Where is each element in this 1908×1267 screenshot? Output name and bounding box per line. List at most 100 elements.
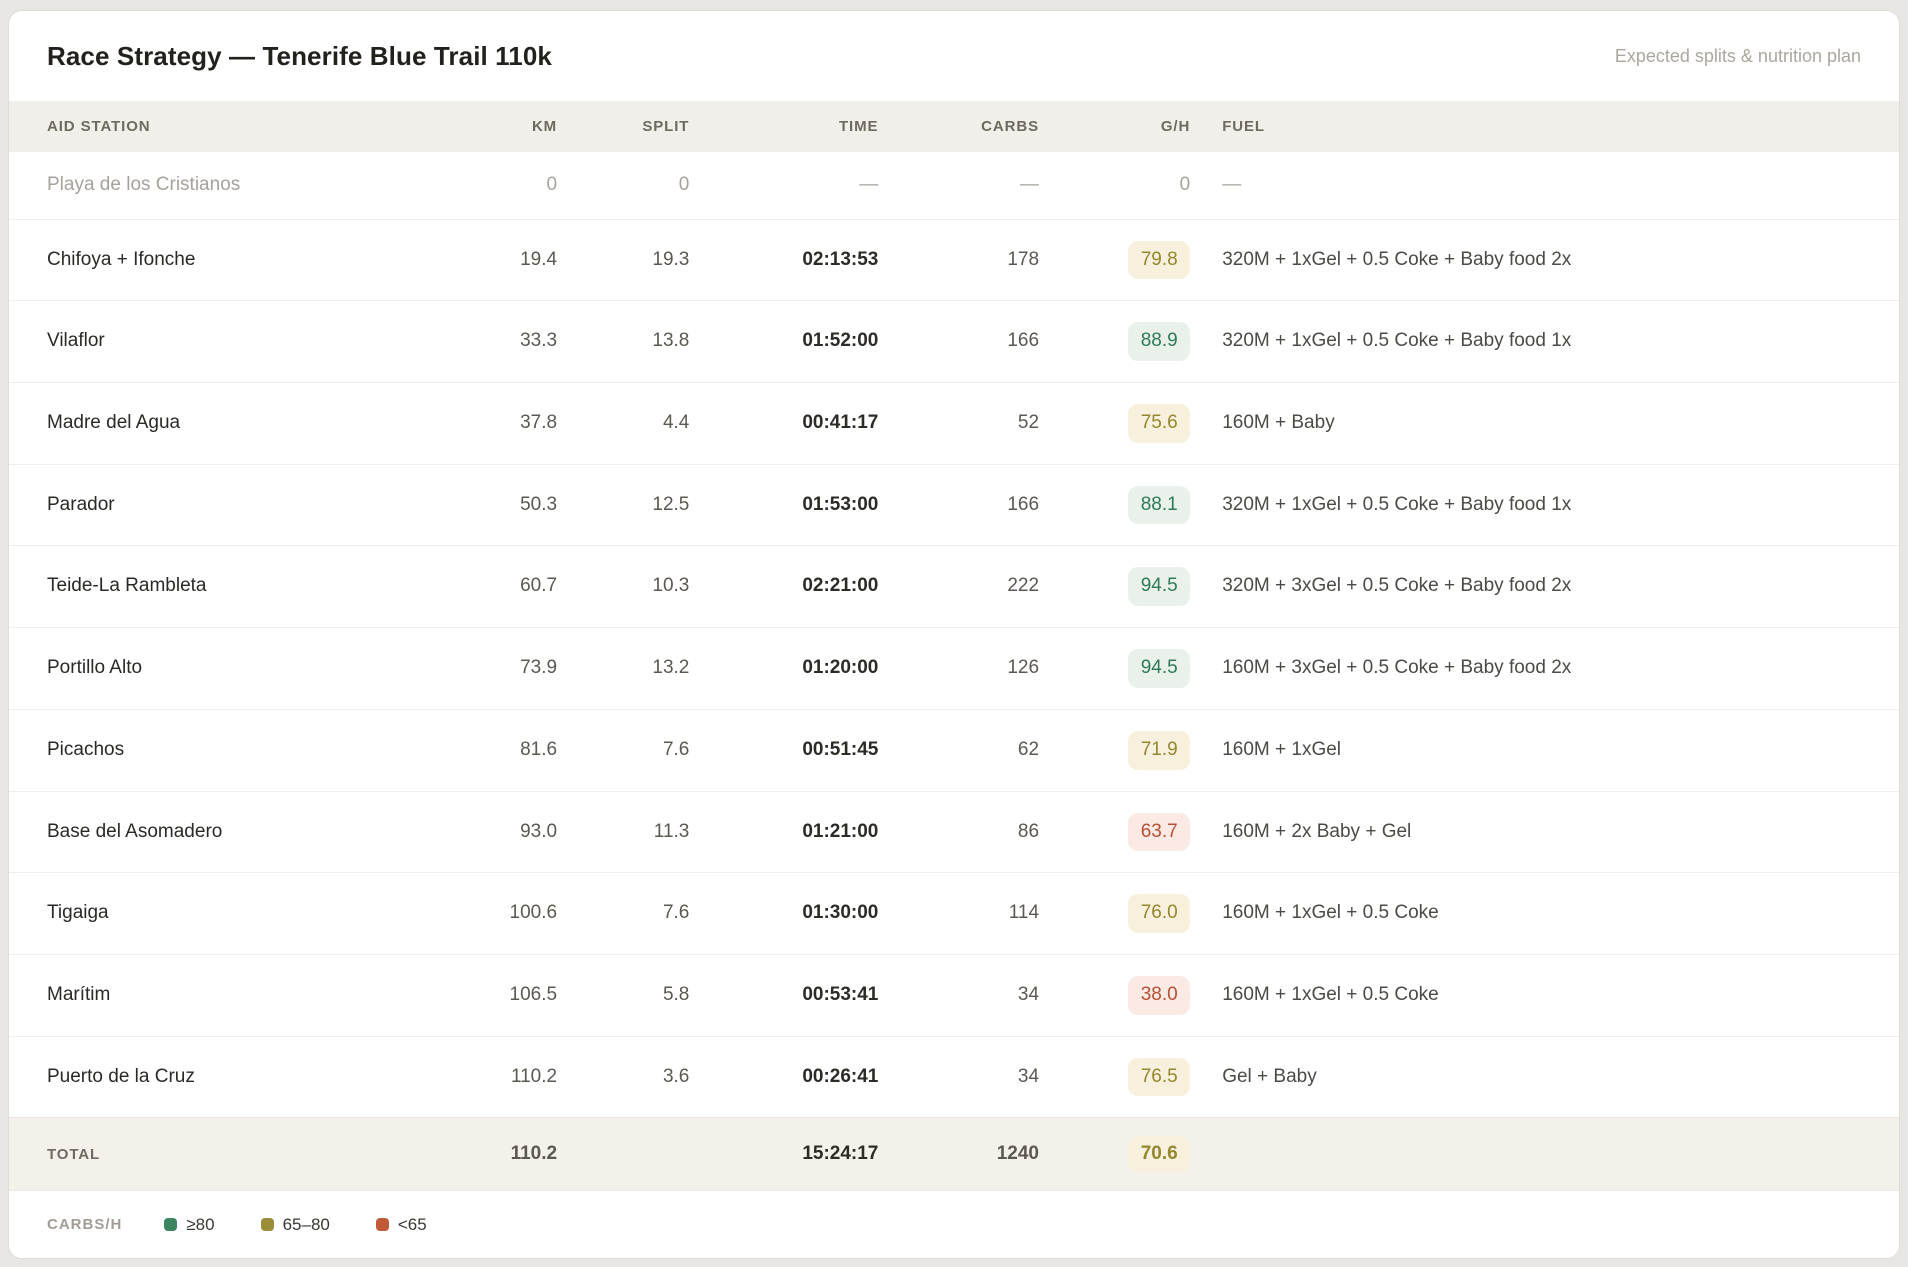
gh-cell: 71.9 [1039, 708, 1191, 791]
legend-swatch-green-icon [164, 1218, 178, 1232]
table-row: Chifoya + Ifonche 19.4 19.3 02:13:53 178 79.8… [9, 218, 1899, 301]
time-cell: 00:26:41 [689, 1035, 879, 1118]
table-row: Puerto de la Cruz 110.2 3.6 00:26:41 34 76.5 G… [9, 1035, 1899, 1118]
time-cell: 01:30:00 [689, 872, 879, 955]
carbs-cell: 86 [878, 790, 1040, 873]
km-cell: 33.3 [453, 300, 558, 383]
total-km: 110.2 [453, 1117, 558, 1191]
split-cell: 0 [678, 174, 690, 195]
split-cell: 11.3 [557, 790, 690, 873]
legend-item-label: <65 [397, 1214, 427, 1234]
station-cell: Picachos [9, 708, 454, 791]
time-cell: 02:13:53 [689, 218, 879, 301]
station-cell: Base del Asomadero [9, 790, 454, 873]
gh-badge: 76.0 [1128, 894, 1191, 933]
legend-label: CARBS/H [47, 1216, 123, 1234]
table-body: Playa de los Cristianos 0 0 — — 0 — Chifoya + I… [9, 152, 1899, 1118]
table-row: Madre del Agua 37.8 4.4 00:41:17 52 75.6 160M … [9, 382, 1899, 465]
gh-cell: 38.0 [1039, 953, 1191, 1037]
time-cell: — [859, 174, 879, 195]
gh-cell: 79.8 [1039, 218, 1191, 301]
table-row: Picachos 81.6 7.6 00:51:45 62 71.9 160M + 1xGe… [9, 708, 1899, 791]
station-cell: Parador [9, 463, 454, 546]
fuel-cell: 320M + 1xGel + 0.5 Coke + Baby food 1x [1190, 300, 1899, 383]
table-header: AID STATION KM SPLIT TIME CARBS G/H FUEL [9, 101, 1899, 152]
total-gh-badge: 70.6 [1128, 1136, 1191, 1173]
gh-cell: 75.6 [1039, 382, 1191, 465]
station-cell: Tigaiga [9, 872, 454, 955]
gh-cell: 94.5 [1039, 545, 1191, 628]
column-header-split: SPLIT [557, 101, 690, 152]
fuel-cell: 320M + 1xGel + 0.5 Coke + Baby food 1x [1190, 463, 1899, 546]
gh-badge: 88.9 [1128, 322, 1191, 362]
carbs-cell: — [1020, 174, 1040, 195]
carbs-legend: CARBS/H ≥80 65–80 <65 [9, 1190, 1899, 1259]
column-header-time: TIME [689, 101, 879, 152]
gh-cell: 94.5 [1039, 627, 1191, 710]
carbs-cell: 62 [878, 708, 1040, 791]
legend-item-red: <65 [375, 1214, 427, 1235]
page-subtitle: Expected splits & nutrition plan [1614, 45, 1861, 66]
km-cell: 19.4 [453, 218, 558, 301]
km-cell: 81.6 [453, 708, 558, 791]
gh-cell: 63.7 [1039, 790, 1191, 873]
legend-swatch-yellow-icon [260, 1218, 274, 1232]
card-header: Race Strategy — Tenerife Blue Trail 110k… [9, 11, 1899, 101]
table-row: Base del Asomadero 93.0 11.3 01:21:00 86 63.7… [9, 790, 1899, 873]
carbs-cell: 34 [878, 953, 1040, 1037]
gh-cell: 76.5 [1039, 1035, 1191, 1118]
gh-badge: 94.5 [1128, 567, 1191, 607]
split-cell: 10.3 [557, 545, 690, 628]
fuel-cell: 160M + 1xGel + 0.5 Coke [1190, 872, 1899, 955]
legend-item-green: ≥80 [164, 1215, 215, 1235]
split-cell: 13.2 [557, 627, 690, 710]
time-cell: 00:51:45 [689, 708, 879, 791]
fuel-cell: 160M + Baby [1190, 382, 1899, 465]
carbs-cell: 166 [878, 463, 1040, 546]
column-header-km: KM [453, 101, 558, 152]
km-cell: 0 [546, 174, 558, 195]
page-title: Race Strategy — Tenerife Blue Trail 110k [47, 40, 552, 71]
split-cell: 3.6 [557, 1035, 690, 1118]
table-row: Tigaiga 100.6 7.6 01:30:00 114 76.0 160M + 1xG… [9, 872, 1899, 955]
time-cell: 00:53:41 [689, 953, 879, 1037]
gh-badge: 75.6 [1128, 404, 1191, 443]
gh-cell: 76.0 [1039, 872, 1191, 955]
total-gh-cell: 70.6 [1039, 1117, 1191, 1191]
column-header-aid-station: AID STATION [9, 101, 454, 152]
fuel-cell: 320M + 3xGel + 0.5 Coke + Baby food 2x [1190, 545, 1899, 628]
fuel-cell: Gel + Baby [1190, 1035, 1899, 1118]
gh-cell: 0 [1179, 174, 1191, 195]
carbs-cell: 52 [878, 382, 1040, 465]
gh-badge: 71.9 [1128, 730, 1191, 770]
race-strategy-card: Race Strategy — Tenerife Blue Trail 110k… [8, 10, 1900, 1260]
station-cell: Vilaflor [9, 300, 454, 383]
km-cell: 106.5 [453, 953, 558, 1037]
km-cell: 37.8 [453, 382, 558, 465]
total-fuel [1190, 1117, 1899, 1191]
gh-badge: 79.8 [1128, 240, 1191, 280]
time-cell: 01:53:00 [689, 463, 879, 546]
time-cell: 02:21:00 [689, 545, 879, 628]
split-cell: 4.4 [557, 382, 690, 465]
km-cell: 110.2 [453, 1035, 558, 1118]
km-cell: 50.3 [453, 463, 558, 546]
time-cell: 01:20:00 [689, 627, 879, 710]
km-cell: 60.7 [453, 545, 558, 628]
table-row: Vilaflor 33.3 13.8 01:52:00 166 88.9 320M + 1x… [9, 300, 1899, 383]
column-header-carbs: CARBS [878, 101, 1040, 152]
station-cell: Teide-La Rambleta [9, 545, 454, 628]
fuel-cell: 160M + 3xGel + 0.5 Coke + Baby food 2x [1190, 627, 1899, 710]
table-row: Parador 50.3 12.5 01:53:00 166 88.1 320M + 1xG… [9, 463, 1899, 546]
table-row: Playa de los Cristianos 0 0 — — 0 — [9, 152, 1899, 219]
total-time: 15:24:17 [689, 1117, 879, 1191]
carbs-cell: 114 [878, 872, 1040, 955]
carbs-cell: 222 [878, 545, 1040, 628]
gh-badge: 88.1 [1128, 485, 1191, 525]
fuel-cell: 160M + 1xGel [1190, 708, 1899, 791]
legend-swatch-red-icon [375, 1218, 389, 1232]
table-row: Marítim 106.5 5.8 00:53:41 34 38.0 160M + 1xGe… [9, 953, 1899, 1037]
carbs-cell: 166 [878, 300, 1040, 383]
column-header-gh: G/H [1039, 101, 1191, 152]
